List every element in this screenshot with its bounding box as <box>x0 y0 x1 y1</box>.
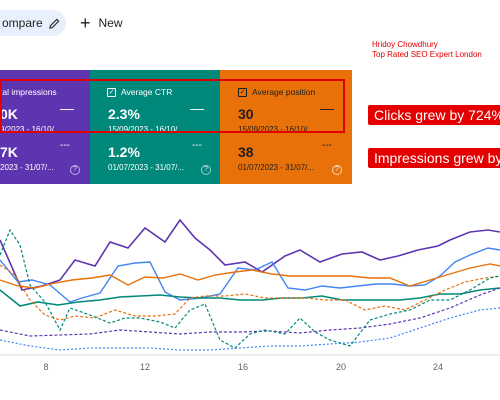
card-average-position[interactable]: ✓ Average position 30 — 15/09/2023 - 16/… <box>220 70 352 184</box>
help-icon[interactable]: ? <box>332 165 342 175</box>
plus-icon: + <box>80 13 91 33</box>
series-impressions-current <box>0 218 500 291</box>
current-range: 15/09/2023 - 16/10/... <box>238 125 315 134</box>
previous-series-icon: --- <box>60 140 70 151</box>
compare-button[interactable]: ompare <box>0 10 66 36</box>
previous-range: 2023 - 31/07/... <box>0 163 54 172</box>
current-range: 9/2023 - 16/10/... <box>0 125 61 134</box>
previous-series-icon: --- <box>322 140 332 151</box>
current-series-icon: — <box>190 100 204 116</box>
series-ctr-current <box>0 287 500 307</box>
card-title: tal impressions <box>0 87 57 97</box>
author-name: Hridoy Chowdhury <box>372 40 438 49</box>
help-icon[interactable]: ? <box>70 165 80 175</box>
x-tick-label: 16 <box>238 362 248 372</box>
help-icon[interactable]: ? <box>201 165 211 175</box>
author-watermark: Hridoy Chowdhury Top Rated SEO Expert Lo… <box>372 40 482 60</box>
previous-value: 7K <box>0 144 18 160</box>
check-icon[interactable]: ✓ <box>238 87 247 97</box>
series-clicks-current <box>0 247 500 303</box>
new-button[interactable]: + New <box>80 12 123 34</box>
new-label: New <box>98 16 123 30</box>
series-impressions-previous <box>0 287 500 337</box>
annotation-highlight-box <box>0 79 345 133</box>
previous-value: 38 <box>238 144 254 160</box>
x-tick-label: 8 <box>43 362 48 372</box>
performance-chart: 8 12 16 20 24 <box>0 218 500 372</box>
x-tick-label: 24 <box>433 362 443 372</box>
current-series-icon: — <box>320 100 334 116</box>
previous-series-icon: --- <box>192 140 202 151</box>
x-tick-label: 12 <box>140 362 150 372</box>
card-average-ctr[interactable]: ✓ Average CTR 2.3% — 15/09/2023 - 16/10/… <box>90 70 220 184</box>
series-position-previous <box>0 264 500 321</box>
current-series-icon: — <box>60 100 74 116</box>
series-clicks-previous <box>0 307 500 351</box>
previous-value: 1.2% <box>108 144 140 160</box>
current-value: 2.3% <box>108 106 140 122</box>
card-total-impressions[interactable]: tal impressions 0K — 9/2023 - 16/10/... … <box>0 70 90 184</box>
author-tagline: Top Rated SEO Expert London <box>372 50 482 59</box>
impressions-growth-callout: Impressions grew by <box>368 148 500 168</box>
previous-range: 01/07/2023 - 31/07/... <box>238 163 315 172</box>
current-value: 0K <box>0 106 18 122</box>
pencil-icon <box>48 18 60 29</box>
series-ctr-previous <box>0 228 500 349</box>
current-value: 30 <box>238 106 254 122</box>
series-position-current <box>0 263 500 289</box>
compare-label: ompare <box>2 16 43 30</box>
clicks-growth-callout: Clicks grew by 724% <box>368 105 500 125</box>
current-range: 15/09/2023 - 16/10/... <box>108 125 185 134</box>
previous-range: 01/07/2023 - 31/07/... <box>108 163 185 172</box>
card-title: Average position <box>252 87 316 97</box>
check-icon[interactable]: ✓ <box>107 87 116 97</box>
x-tick-label: 20 <box>336 362 346 372</box>
metric-cards: tal impressions 0K — 9/2023 - 16/10/... … <box>0 70 352 184</box>
card-title: Average CTR <box>121 87 173 97</box>
